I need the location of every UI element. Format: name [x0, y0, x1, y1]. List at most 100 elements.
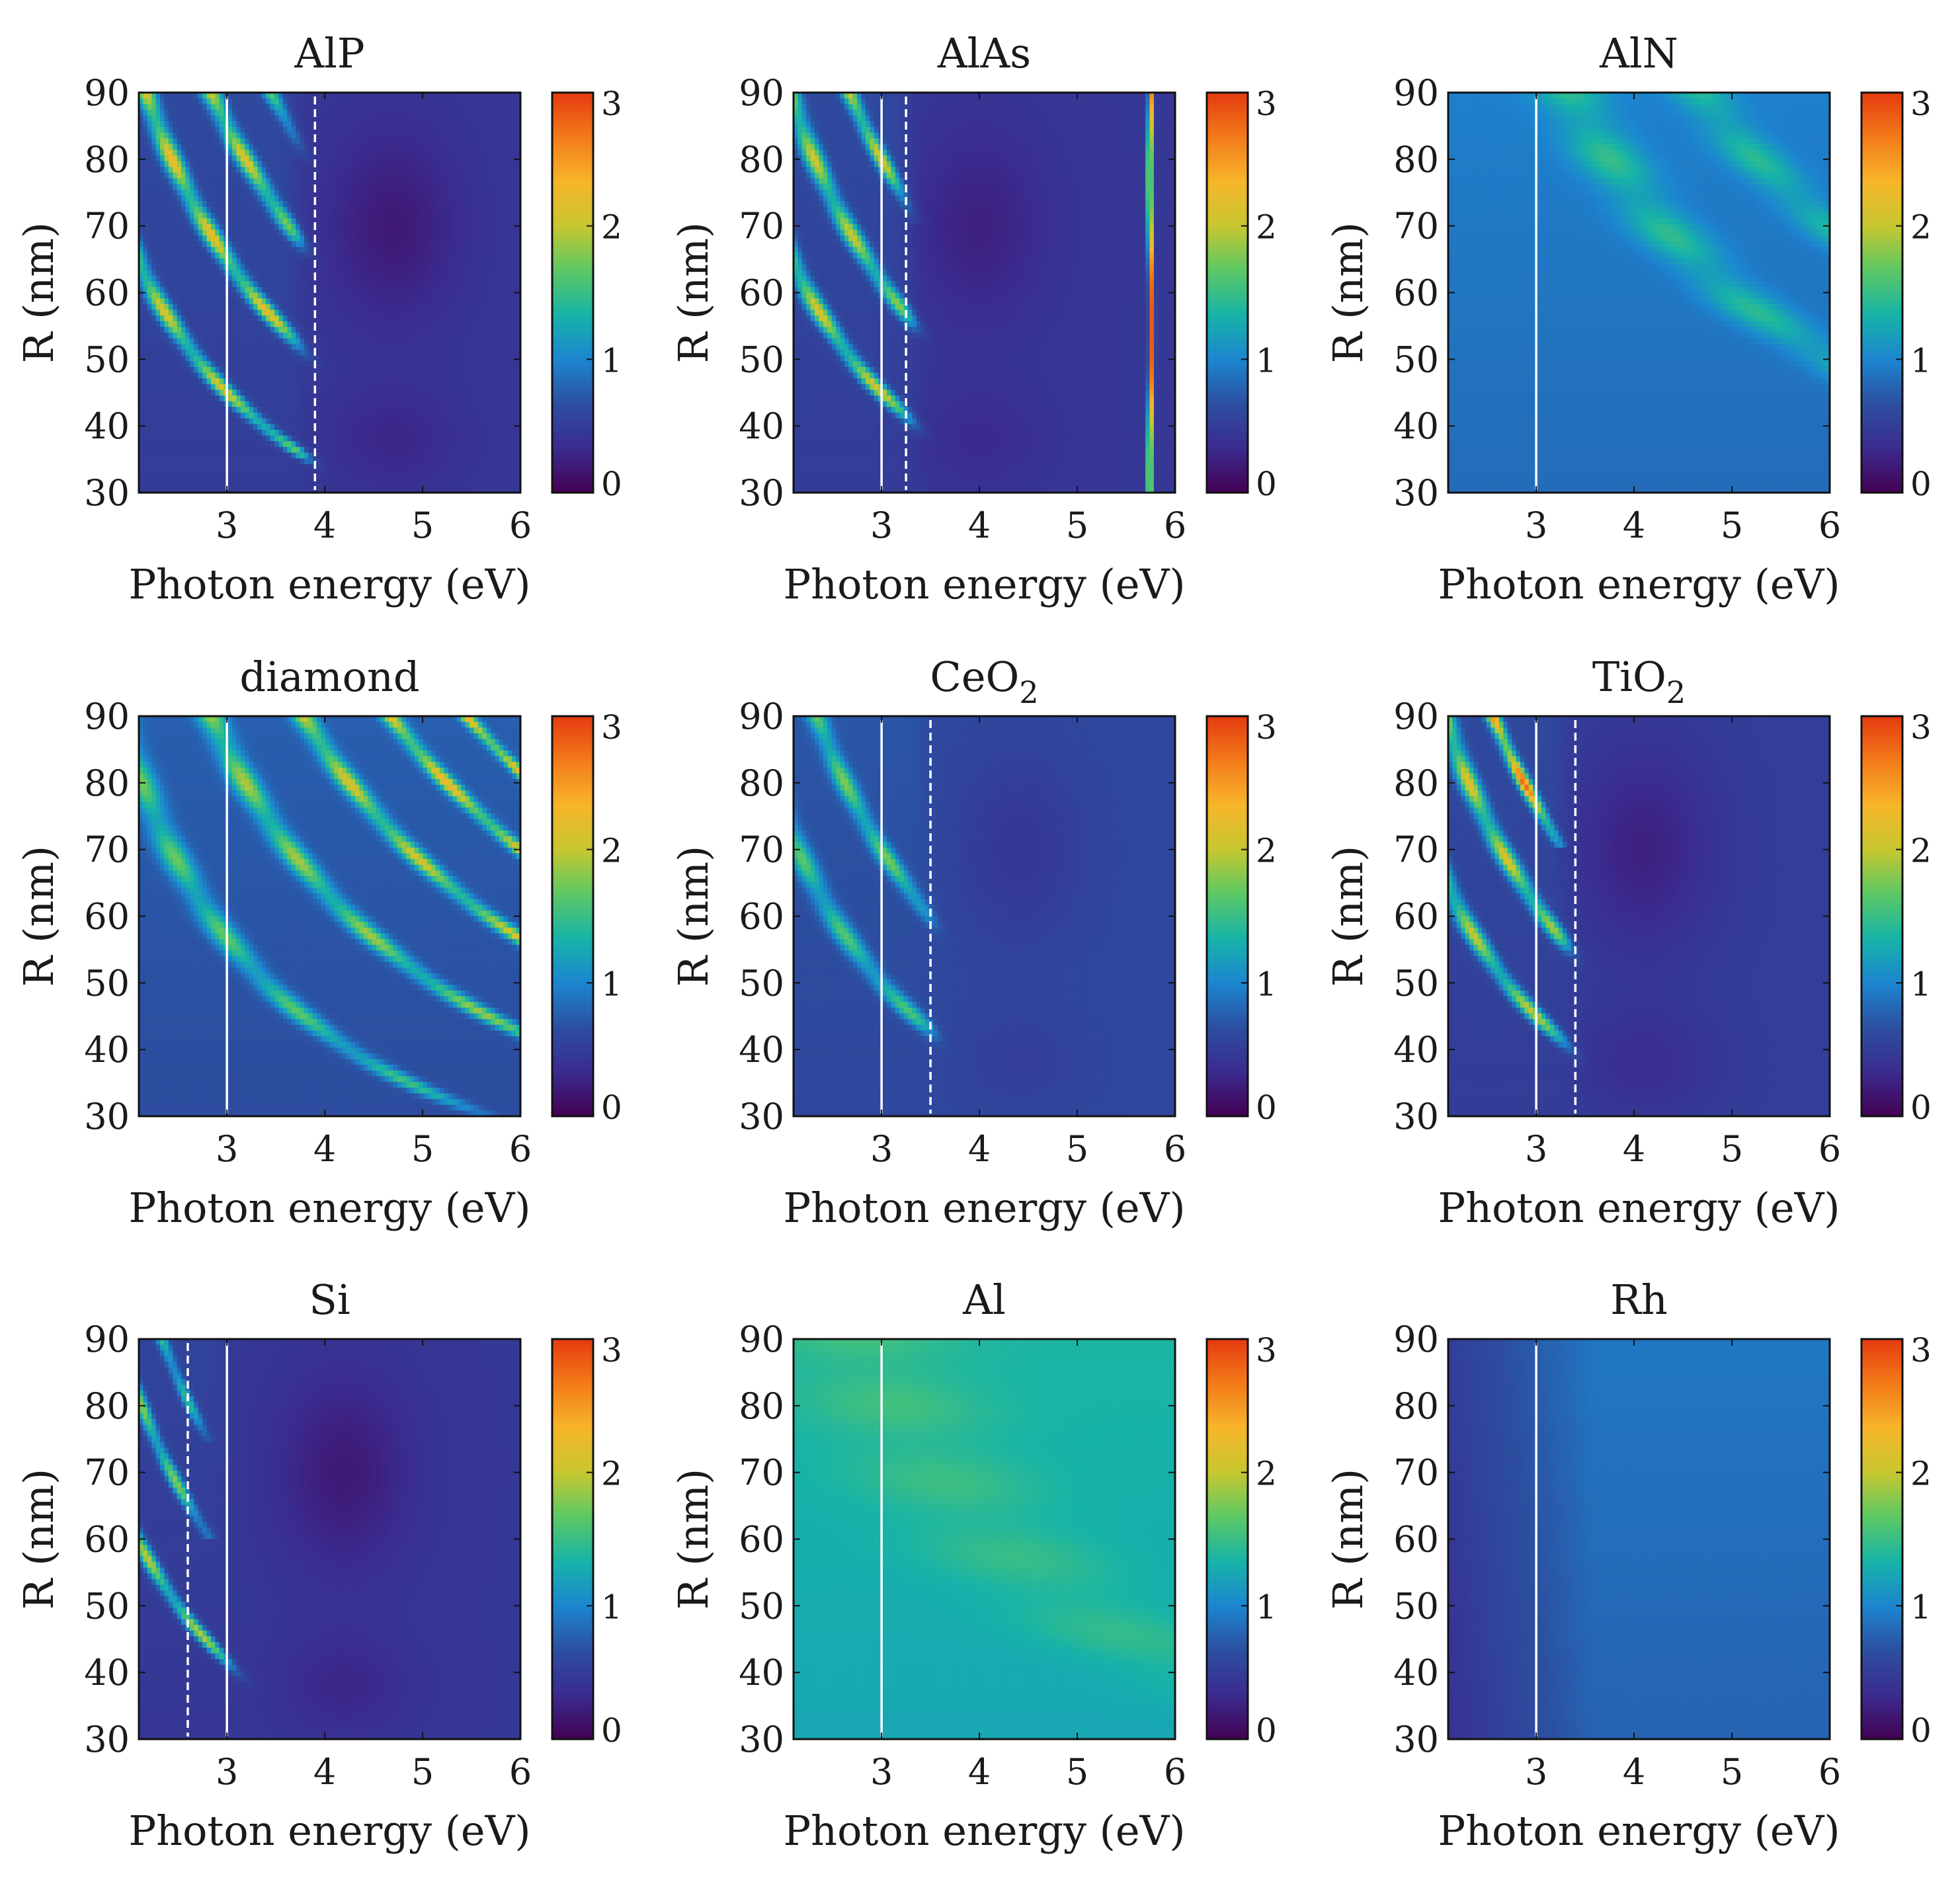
heatmap-cell: [147, 401, 152, 407]
heatmap-cell: [151, 264, 156, 270]
heatmap-cell: [164, 298, 169, 304]
heatmap-cell: [169, 287, 173, 293]
heatmap-cell: [169, 447, 173, 453]
heatmap-cell: [151, 447, 156, 453]
heatmap-cell: [143, 247, 147, 253]
heatmap-cell: [164, 235, 169, 241]
heatmap-cell: [156, 424, 161, 430]
heatmap-cell: [169, 304, 173, 310]
heatmap-cell: [147, 327, 152, 333]
heatmap-cell: [143, 270, 147, 276]
heatmap-cell: [151, 224, 156, 230]
heatmap-cell: [169, 293, 173, 299]
panel-alp: 3 4 5 630405060708090Photon energy (eV)R (n…: [15, 29, 622, 608]
heatmap-cell: [151, 350, 156, 356]
heatmap-cell: [151, 247, 156, 253]
heatmap-cell: [160, 395, 165, 401]
heatmap-cell: [156, 155, 161, 161]
heatmap-cell: [147, 99, 152, 104]
heatmap-cell: [169, 167, 173, 173]
heatmap-cell: [156, 350, 161, 356]
heatmap-cell: [160, 293, 165, 299]
heatmap-cell: [160, 481, 165, 487]
heatmap-cell: [164, 447, 169, 453]
heatmap-cell: [169, 481, 173, 487]
heatmap-cell: [147, 339, 152, 345]
heatmap-cell: [160, 281, 165, 287]
heatmap-cell: [151, 196, 156, 202]
heatmap-cell: [147, 481, 152, 487]
heatmap-cell: [143, 407, 147, 413]
heatmap-cell: [143, 389, 147, 395]
heatmap-cell: [160, 213, 165, 219]
heatmap-cell: [151, 419, 156, 425]
heatmap-cell: [169, 356, 173, 362]
heatmap-cell: [151, 293, 156, 299]
heatmap-cell: [156, 407, 161, 413]
heatmap-cell: [160, 384, 165, 390]
heatmap-cell: [173, 161, 177, 167]
heatmap-cell: [169, 436, 173, 442]
heatmap-cell: [147, 447, 152, 453]
heatmap-cell: [147, 436, 152, 442]
heatmap-cell: [169, 241, 173, 247]
heatmap-cell: [169, 401, 173, 407]
heatmap-cell: [151, 184, 156, 190]
heatmap-cell: [143, 173, 147, 179]
heatmap-cell: [169, 155, 173, 161]
heatmap-cell: [169, 104, 173, 110]
heatmap-cell: [169, 184, 173, 190]
heatmap-cell: [169, 395, 173, 401]
heatmap-cell: [169, 464, 173, 470]
heatmap-cell: [156, 173, 161, 179]
heatmap-cell: [143, 378, 147, 384]
heatmap-cell: [160, 229, 165, 235]
heatmap-cell: [169, 229, 173, 235]
heatmap-cell: [164, 110, 169, 116]
heatmap-cell: [156, 161, 161, 167]
heatmap-cell: [156, 298, 161, 304]
heatmap-cell: [173, 179, 177, 184]
heatmap-cell: [169, 276, 173, 282]
heatmap-cell: [143, 350, 147, 356]
heatmap-cell: [156, 458, 161, 464]
heatmap-cell: [156, 401, 161, 407]
heatmap-cell: [143, 430, 147, 436]
heatmap-cell: [173, 184, 177, 190]
heatmap-cell: [169, 389, 173, 395]
heatmap-cell: [169, 441, 173, 447]
heatmap-cell: [151, 309, 156, 315]
heatmap-cell: [156, 453, 161, 459]
heatmap-cell: [169, 247, 173, 253]
heatmap-cell: [147, 184, 152, 190]
heatmap-cell: [169, 213, 173, 219]
heatmap-cell: [151, 190, 156, 196]
heatmap-cell: [143, 373, 147, 379]
heatmap-cell: [164, 138, 169, 144]
heatmap-cell: [160, 179, 165, 184]
heatmap-cell: [164, 253, 169, 259]
heatmap-cell: [160, 241, 165, 247]
heatmap-cell: [143, 253, 147, 259]
heatmap-cell: [169, 458, 173, 464]
heatmap-cell: [173, 196, 177, 202]
heatmap-cell: [173, 167, 177, 173]
heatmap-cell: [147, 213, 152, 219]
heatmap-cell: [151, 401, 156, 407]
heatmap-cell: [147, 378, 152, 384]
heatmap-cell: [151, 430, 156, 436]
heatmap-cell: [143, 384, 147, 390]
heatmap-cell: [164, 104, 169, 110]
heatmap-cell: [147, 407, 152, 413]
heatmap-cell: [169, 138, 173, 144]
heatmap-cell: [164, 464, 169, 470]
heatmap-cell: [151, 407, 156, 413]
heatmap-cell: [151, 207, 156, 213]
heatmap-cell: [143, 235, 147, 241]
heatmap-cell: [156, 333, 161, 339]
heatmap-cell: [173, 138, 177, 144]
heatmap-cell: [156, 436, 161, 442]
heatmap-cell: [147, 298, 152, 304]
heatmap-cell: [156, 259, 161, 265]
heatmap-cell: [151, 458, 156, 464]
